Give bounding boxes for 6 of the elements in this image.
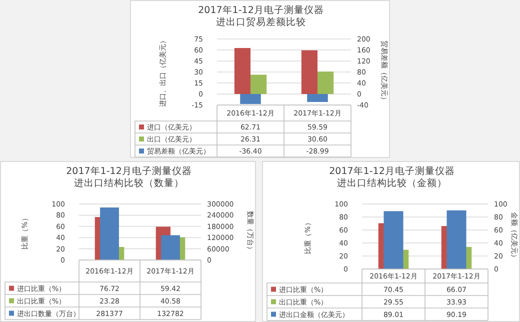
chart-subtitle: 进出口结构比较（数量） [74,177,184,189]
chart-title: 2017年1-12月电子测量仪器 [66,165,192,177]
chart-subtitle: 进出口结构比较（金额） [337,177,447,189]
chart-title: 2017年1-12月电子测量仪器 [329,165,455,177]
chart-subtitle: 进出口贸易差额比较 [216,16,306,28]
chart-title: 2017年1-12月电子测量仪器 [198,4,324,16]
